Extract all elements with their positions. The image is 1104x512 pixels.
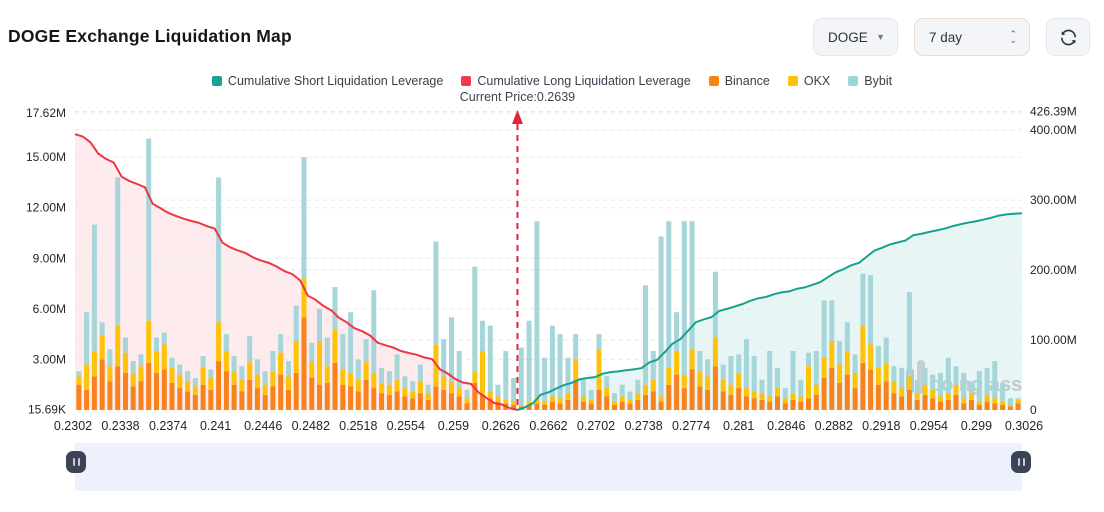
stepper-icon: ⌃ ⌄ bbox=[1009, 29, 1017, 45]
grip-icon bbox=[1017, 458, 1020, 466]
gridlines bbox=[75, 111, 1022, 360]
svg-text:3.00M: 3.00M bbox=[33, 352, 66, 366]
binance-swatch-icon bbox=[708, 76, 719, 86]
short-area bbox=[517, 213, 1022, 410]
svg-text:0: 0 bbox=[1030, 403, 1037, 417]
svg-text:12.00M: 12.00M bbox=[26, 201, 66, 215]
long-swatch-icon bbox=[461, 76, 472, 86]
legend-item-binance[interactable]: Binance bbox=[708, 74, 770, 88]
svg-text:0.259: 0.259 bbox=[438, 419, 469, 433]
period-select-value: 7 day bbox=[929, 29, 963, 45]
svg-text:6.00M: 6.00M bbox=[33, 302, 66, 316]
svg-text:0.2374: 0.2374 bbox=[149, 419, 187, 433]
legend-item-cumulative-short[interactable]: Cumulative Short Liquidation Leverage bbox=[211, 74, 444, 88]
zoom-slider-track[interactable] bbox=[66, 443, 1031, 491]
chevron-down-icon: ▼ bbox=[876, 32, 885, 42]
legend-label: Cumulative Short Liquidation Leverage bbox=[227, 74, 444, 88]
page-title: DOGE Exchange Liquidation Map bbox=[8, 26, 292, 46]
svg-text:100.00M: 100.00M bbox=[1030, 333, 1077, 347]
current-price-arrow-icon bbox=[511, 110, 523, 124]
chart-legend: Cumulative Short Liquidation Leverage Cu… bbox=[0, 74, 1104, 88]
svg-text:0.2774: 0.2774 bbox=[672, 419, 710, 433]
svg-text:0.2626: 0.2626 bbox=[482, 419, 520, 433]
slider-handle-left[interactable] bbox=[66, 451, 86, 473]
legend-item-bybit[interactable]: Bybit bbox=[848, 74, 892, 88]
bybit-swatch-icon bbox=[848, 76, 859, 86]
right-axis-labels: 426.39M 400.00M 300.00M 200.00M 100.00M 0 bbox=[1030, 105, 1077, 418]
svg-text:9.00M: 9.00M bbox=[33, 251, 66, 265]
grip-icon bbox=[72, 458, 75, 466]
legend-label: OKX bbox=[803, 74, 831, 88]
svg-text:0.2954: 0.2954 bbox=[910, 419, 948, 433]
svg-text:17.62M: 17.62M bbox=[26, 106, 66, 120]
svg-text:0.2738: 0.2738 bbox=[624, 419, 662, 433]
svg-text:0.2446: 0.2446 bbox=[244, 419, 282, 433]
period-select[interactable]: 7 day ⌃ ⌄ bbox=[914, 18, 1030, 56]
symbol-select-value: DOGE bbox=[828, 29, 868, 45]
svg-text:0.2518: 0.2518 bbox=[339, 419, 377, 433]
legend-item-cumulative-long[interactable]: Cumulative Long Liquidation Leverage bbox=[461, 74, 691, 88]
symbol-select[interactable]: DOGE ▼ bbox=[813, 18, 898, 56]
short-swatch-icon bbox=[211, 76, 222, 86]
refresh-button[interactable] bbox=[1046, 18, 1090, 56]
cumulative-long-line bbox=[74, 133, 518, 411]
svg-text:0.2882: 0.2882 bbox=[815, 419, 853, 433]
legend-item-okx[interactable]: OKX bbox=[787, 74, 831, 88]
svg-text:0.2846: 0.2846 bbox=[767, 419, 805, 433]
svg-text:0.241: 0.241 bbox=[200, 419, 231, 433]
svg-text:200.00M: 200.00M bbox=[1030, 263, 1077, 277]
left-axis-labels: 17.62M 15.00M 12.00M 9.00M 6.00M 3.00M 15.69K bbox=[26, 106, 66, 417]
svg-text:0.2662: 0.2662 bbox=[529, 419, 567, 433]
legend-label: Bybit bbox=[864, 74, 893, 88]
long-area bbox=[75, 134, 518, 410]
svg-text:426.39M: 426.39M bbox=[1030, 105, 1077, 119]
current-price-label: Current Price:0.2639 bbox=[460, 90, 575, 104]
svg-text:0.2918: 0.2918 bbox=[862, 419, 900, 433]
cumulative-short-line bbox=[517, 212, 1023, 411]
refresh-icon bbox=[1060, 29, 1076, 45]
slider-handle-right[interactable] bbox=[1011, 451, 1031, 473]
legend-label: Cumulative Long Liquidation Leverage bbox=[477, 74, 691, 88]
legend-label: Binance bbox=[724, 74, 770, 88]
svg-text:coinglass: coinglass bbox=[930, 374, 1022, 396]
svg-text:0.3026: 0.3026 bbox=[1005, 419, 1043, 433]
header-controls: DOGE ▼ 7 day ⌃ ⌄ bbox=[813, 18, 1090, 56]
svg-text:0.2702: 0.2702 bbox=[577, 419, 615, 433]
okx-swatch-icon bbox=[787, 76, 798, 86]
bars-layer bbox=[76, 138, 1021, 410]
svg-text:0.299: 0.299 bbox=[961, 419, 992, 433]
svg-text:0.2554: 0.2554 bbox=[387, 419, 425, 433]
svg-text:300.00M: 300.00M bbox=[1030, 193, 1077, 207]
svg-text:0.2302: 0.2302 bbox=[54, 419, 92, 433]
x-axis-labels: 0.2302 0.2338 0.2374 0.241 0.2446 0.2482 0.251… bbox=[54, 419, 1043, 433]
svg-text:0.2482: 0.2482 bbox=[292, 419, 330, 433]
svg-text:400.00M: 400.00M bbox=[1030, 123, 1077, 137]
svg-text:0.281: 0.281 bbox=[723, 419, 754, 433]
svg-text:15.69K: 15.69K bbox=[28, 403, 66, 417]
svg-text:0.2338: 0.2338 bbox=[101, 419, 139, 433]
svg-text:15.00M: 15.00M bbox=[26, 150, 66, 164]
